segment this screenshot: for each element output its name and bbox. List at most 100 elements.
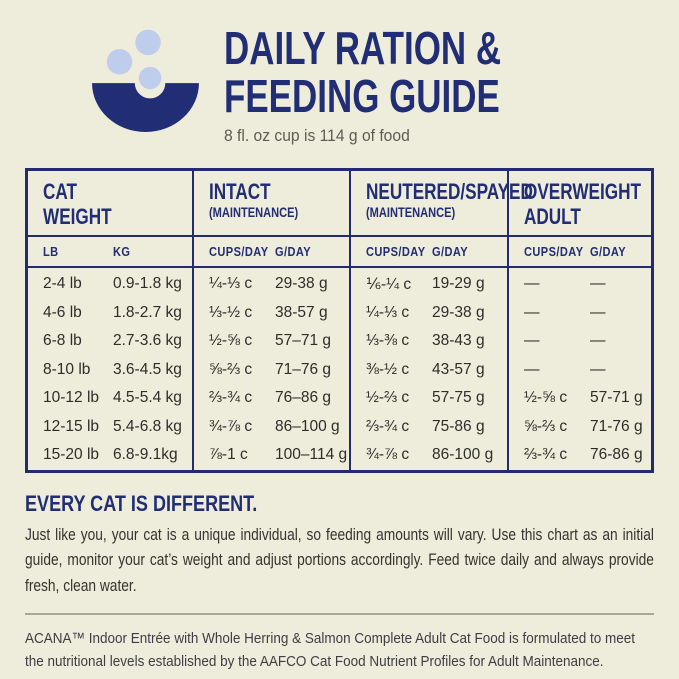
group-body: ⅙-¼ c 19-29 g ¼-⅓ c 29-38 g ⅓-⅜ c 38-43 g ⅜-½ … [351,268,507,470]
group-note: (MAINTENANCE) [366,205,456,220]
table-row: — — [509,299,651,328]
table-cell: 57–71 g [275,332,332,350]
table-row: ⅙-¼ c 19-29 g [351,270,507,299]
table-row: ¼-⅓ c 29-38 g [194,270,349,299]
group-body: 2-4 lb 0.9-1.8 kg 4-6 lb 1.8-2.7 kg 6-8 lb 2.… [28,268,192,470]
table-cell: ½-⅝ c [209,332,253,350]
table-cell: ⅔-¾ c [209,389,253,407]
notes-paragraph: Just like you, your cat is a unique indi… [25,525,654,595]
table-cell: 6-8 lb [43,332,82,350]
table-cell: 86-100 g [432,446,494,464]
column-group-neutered-spayed: NEUTERED/SPAYED (MAINTENANCE) CUPS/DAY G… [349,171,533,470]
table-row: ½-⅝ c 57–71 g [194,327,349,356]
subheader-row: LB KG [28,235,192,268]
table-cell: ½-⅝ c [524,389,568,407]
col-label-lb: LB [43,244,59,259]
table-row: ⅔-¾ c 75-86 g [351,413,507,442]
table-row: — — [509,270,651,299]
table-cell: ⅙-¼ c [366,275,412,293]
table-cell: ⅓-⅜ c [366,332,410,350]
divider-line [25,613,654,615]
table-row: 6-8 lb 2.7-3.6 kg [28,327,192,356]
table-row: 12-15 lb 5.4-6.8 kg [28,413,192,442]
table-cell: 38-57 g [275,303,328,321]
table-row: ¼-⅓ c 29-38 g [351,299,507,328]
table-cell: 75-86 g [432,417,485,435]
table-cell: 29-38 g [432,303,485,321]
table-cell: 71-76 g [590,417,643,435]
table-cell: 5.4-6.8 kg [113,417,182,435]
table-row: — — [509,356,651,385]
column-group-intact: INTACT (MAINTENANCE) CUPS/DAY G/DAY ¼-⅓ … [192,171,349,470]
column-group-overweight-adult: OVERWEIGHT ADULT CUPS/DAY G/DAY — — — — — — — —… [507,171,651,470]
group-header: OVERWEIGHT ADULT [509,171,651,235]
table-cell: 76-86 g [590,446,643,464]
table-cell: 19-29 g [432,275,485,293]
table-cell: ⅝-⅔ c [524,417,568,435]
notes-heading: EVERY CAT IS DIFFERENT. [25,490,258,516]
table-cell: ⅝-⅔ c [209,360,253,378]
table-cell: 86–100 g [275,417,340,435]
table-cell: — [590,303,606,321]
table-cell: — [590,275,606,293]
col-label-kg: KG [113,244,131,259]
table-cell: 2.7-3.6 kg [113,332,182,350]
table-cell: 4-6 lb [43,303,82,321]
table-cell: 38-43 g [432,332,485,350]
table-cell: ¾-⅞ c [209,417,253,435]
table-cell: 0.9-1.8 kg [113,275,182,293]
group-header: INTACT (MAINTENANCE) [194,171,349,235]
table-cell: — [524,360,540,378]
table-cell: 100–114 g [275,446,348,464]
table-cell: ⅔-¾ c [524,446,568,464]
table-cell: ⅜-½ c [366,360,410,378]
table-row: 2-4 lb 0.9-1.8 kg [28,270,192,299]
group-title: OVERWEIGHT [524,179,641,204]
table-cell: ⅔-¾ c [366,417,410,435]
group-note: (MAINTENANCE) [209,205,299,220]
col-label-cups-day: CUPS/DAY [524,244,584,259]
table-cell: 76–86 g [275,389,332,407]
table-row: — — [509,327,651,356]
aafco-statement: ACANA™ Indoor Entrée with Whole Herring … [25,630,636,670]
table-row: 10-12 lb 4.5-5.4 kg [28,384,192,413]
table-cell: ⅓-½ c [209,303,253,321]
table-cell: 57-71 g [590,389,643,407]
table-cell: ¼-⅓ c [366,303,410,321]
group-body: — — — — — — — — ½-⅝ c 57-71 g ⅝-⅔ c 71-76 g ⅔-¾ c 76-… [509,268,651,470]
table-cell: ½-⅔ c [366,389,410,407]
table-cell: 29-38 g [275,275,328,293]
group-header: CAT WEIGHT [28,171,192,235]
table-row: ⅝-⅔ c 71-76 g [509,413,651,442]
col-label-cups-day: CUPS/DAY [209,244,269,259]
page-title-line1: DAILY RATION & [224,22,502,74]
table-cell: ⅞-1 c [209,446,248,464]
table-cell: 57-75 g [432,389,485,407]
table-cell: — [524,303,540,321]
feeding-table: CAT WEIGHT LB KG 2-4 lb 0.9-1.8 kg 4-6 lb 1… [25,168,654,473]
table-cell: 3.6-4.5 kg [113,360,182,378]
group-title: NEUTERED/SPAYED [366,179,533,204]
table-cell: — [590,360,606,378]
table-row: ⅓-½ c 38-57 g [194,299,349,328]
header: DAILY RATION & FEEDING GUIDE 8 fl. oz cu… [25,18,654,146]
table-cell: 71–76 g [275,360,332,378]
table-cell: 12-15 lb [43,417,100,435]
table-row: ½-⅝ c 57-71 g [509,384,651,413]
bowl-with-kibble-icon [92,29,200,132]
table-cell: 8-10 lb [43,360,91,378]
table-row: ⅝-⅔ c 71–76 g [194,356,349,385]
group-title: CAT [43,179,78,204]
group-title: INTACT [209,179,271,204]
table-row: ⅔-¾ c 76–86 g [194,384,349,413]
table-row: ⅞-1 c 100–114 g [194,441,349,470]
table-row: ⅓-⅜ c 38-43 g [351,327,507,356]
group-header: NEUTERED/SPAYED (MAINTENANCE) [351,171,533,235]
group-title-line2: WEIGHT [43,204,112,229]
col-label-cups-day: CUPS/DAY [366,244,426,259]
subheader-row: CUPS/DAY G/DAY [351,235,507,268]
notes-section: EVERY CAT IS DIFFERENT. Just like you, y… [25,473,654,600]
col-label-g-day: G/DAY [432,244,469,259]
table-row: ¾-⅞ c 86-100 g [351,441,507,470]
